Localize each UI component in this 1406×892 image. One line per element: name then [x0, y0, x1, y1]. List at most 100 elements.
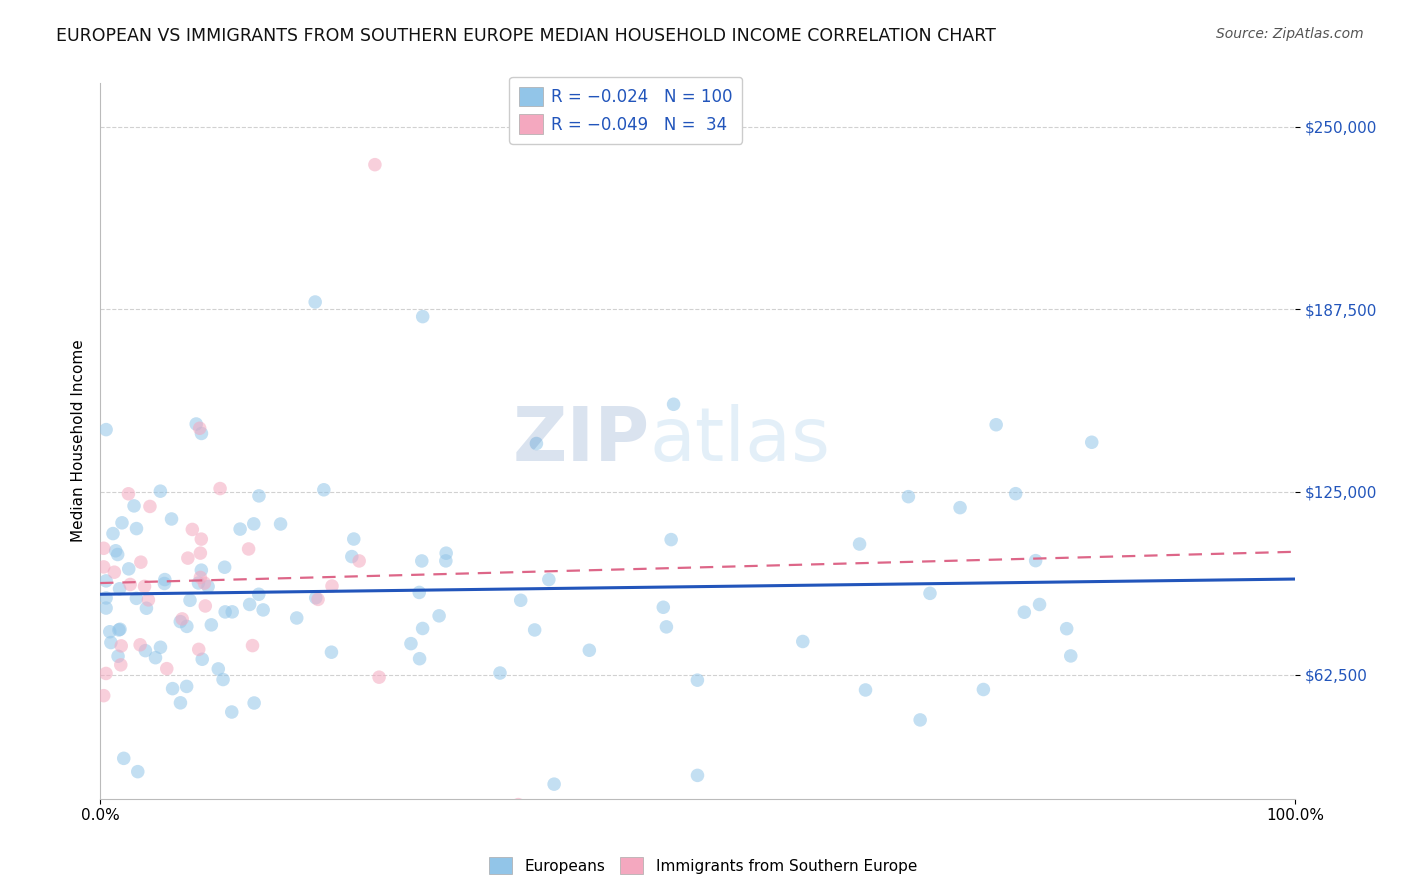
- Point: [110, 657, 132, 672]
- Text: Source: ZipAtlas.com: Source: ZipAtlas.com: [1216, 27, 1364, 41]
- Point: [101, 526, 124, 541]
- Point: [270, 516, 292, 531]
- Point: [652, 600, 675, 615]
- Point: [135, 601, 157, 615]
- Point: [986, 417, 1008, 432]
- Point: [94, 591, 117, 605]
- Point: [94, 423, 117, 437]
- Point: [243, 696, 266, 710]
- Point: [304, 295, 326, 310]
- Point: [312, 483, 335, 497]
- Point: [412, 310, 434, 324]
- Point: [321, 645, 343, 659]
- Point: [434, 554, 457, 568]
- Point: [848, 537, 870, 551]
- Point: [214, 560, 236, 574]
- Point: [200, 618, 222, 632]
- Point: [179, 593, 201, 607]
- Point: [247, 587, 270, 601]
- Point: [578, 643, 600, 657]
- Point: [247, 489, 270, 503]
- Point: [177, 551, 200, 566]
- Point: [412, 622, 434, 636]
- Text: ZIP: ZIP: [512, 404, 650, 477]
- Point: [662, 397, 685, 411]
- Point: [153, 576, 176, 591]
- Point: [94, 666, 117, 681]
- Point: [104, 543, 127, 558]
- Point: [94, 601, 117, 615]
- Point: [239, 598, 262, 612]
- Point: [207, 662, 229, 676]
- Point: [221, 605, 243, 619]
- Text: atlas: atlas: [650, 404, 831, 477]
- Point: [149, 640, 172, 655]
- Point: [1056, 622, 1078, 636]
- Point: [411, 554, 433, 568]
- Point: [190, 532, 212, 546]
- Point: [122, 499, 145, 513]
- Point: [110, 639, 132, 653]
- Point: [139, 500, 162, 514]
- Point: [153, 573, 176, 587]
- Point: [169, 615, 191, 629]
- Point: [93, 689, 115, 703]
- Point: [229, 522, 252, 536]
- Point: [427, 608, 450, 623]
- Point: [188, 421, 211, 435]
- Point: [523, 623, 546, 637]
- Point: [107, 548, 129, 562]
- Legend: Europeans, Immigrants from Southern Europe: Europeans, Immigrants from Southern Euro…: [484, 851, 922, 880]
- Point: [364, 158, 387, 172]
- Point: [347, 554, 370, 568]
- Point: [187, 642, 209, 657]
- Point: [120, 577, 142, 591]
- Point: [305, 591, 328, 605]
- Point: [509, 593, 531, 607]
- Point: [93, 541, 115, 556]
- Point: [191, 652, 214, 666]
- Point: [242, 516, 264, 531]
- Point: [508, 797, 530, 812]
- Point: [172, 612, 194, 626]
- Point: [368, 670, 391, 684]
- Legend: R = −0.024   N = 100, R = −0.049   N =  34: R = −0.024 N = 100, R = −0.049 N = 34: [509, 77, 742, 144]
- Point: [252, 603, 274, 617]
- Point: [285, 611, 308, 625]
- Point: [908, 713, 931, 727]
- Point: [103, 565, 125, 579]
- Point: [399, 637, 422, 651]
- Point: [212, 673, 235, 687]
- Point: [209, 482, 232, 496]
- Point: [156, 662, 179, 676]
- Point: [1004, 486, 1026, 500]
- Point: [1025, 554, 1047, 568]
- Y-axis label: Median Household Income: Median Household Income: [72, 340, 86, 542]
- Point: [134, 579, 156, 593]
- Point: [197, 580, 219, 594]
- Point: [176, 680, 198, 694]
- Point: [537, 573, 560, 587]
- Point: [214, 605, 236, 619]
- Point: [108, 582, 131, 596]
- Point: [190, 426, 212, 441]
- Point: [138, 593, 160, 607]
- Point: [169, 696, 191, 710]
- Point: [129, 638, 152, 652]
- Point: [181, 523, 204, 537]
- Point: [408, 651, 430, 665]
- Point: [108, 623, 131, 637]
- Point: [686, 673, 709, 688]
- Point: [93, 560, 115, 574]
- Point: [94, 574, 117, 588]
- Point: [949, 500, 972, 515]
- Point: [897, 490, 920, 504]
- Point: [194, 599, 217, 613]
- Point: [193, 576, 215, 591]
- Point: [1014, 605, 1036, 619]
- Point: [134, 643, 156, 657]
- Point: [242, 639, 264, 653]
- Point: [408, 585, 430, 599]
- Point: [112, 751, 135, 765]
- Point: [972, 682, 994, 697]
